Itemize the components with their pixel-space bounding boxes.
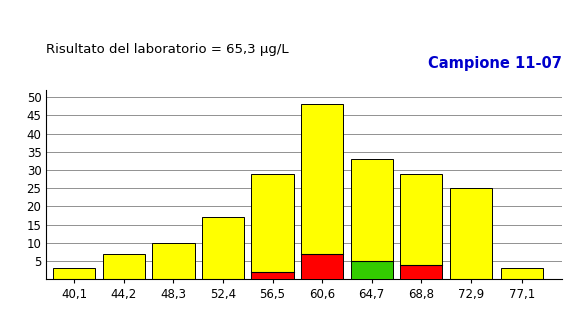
Bar: [301, 104, 343, 254]
Bar: [251, 272, 294, 279]
Bar: [102, 254, 145, 279]
Bar: [450, 188, 492, 279]
Bar: [251, 174, 294, 272]
Bar: [400, 174, 442, 265]
Text: Risultato del laboratorio = 65,3 μg/L: Risultato del laboratorio = 65,3 μg/L: [46, 43, 289, 56]
Text: Campione 11-07: Campione 11-07: [428, 56, 562, 71]
Bar: [500, 268, 543, 279]
Bar: [400, 265, 442, 279]
Bar: [301, 254, 343, 279]
Bar: [152, 243, 195, 279]
Bar: [350, 261, 393, 279]
Bar: [201, 217, 244, 279]
Bar: [53, 268, 96, 279]
Bar: [350, 159, 393, 261]
